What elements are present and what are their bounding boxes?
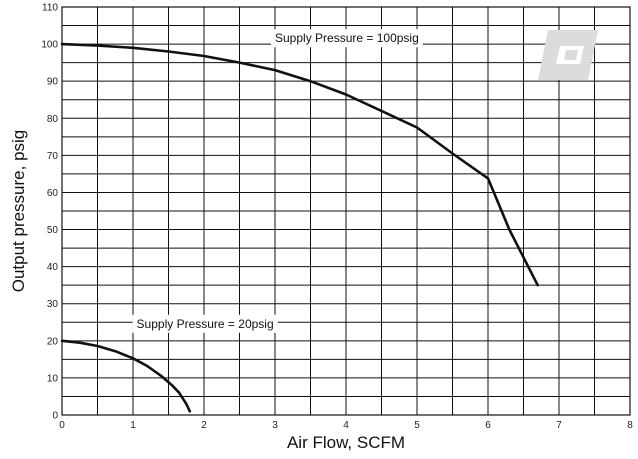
series-lines [60, 42, 539, 413]
y-tick-label: 0 [52, 411, 58, 422]
y-tick-label: 60 [47, 188, 59, 199]
annotation-2: Supply Pressure = 20psig [132, 314, 278, 333]
x-tick-labels: 0 1 2 3 4 5 6 7 8 [59, 420, 633, 431]
y-tick-label: 70 [47, 151, 59, 162]
y-tick-label: 20 [47, 336, 59, 347]
plot-frame [61, 6, 631, 416]
x-tick-label: 0 [59, 420, 65, 431]
series-line-1 [60, 42, 539, 287]
x-tick-label: 1 [130, 420, 136, 431]
y-tick-label: 110 [42, 3, 58, 14]
x-axis-title: Air Flow, SCFM [287, 433, 405, 452]
series-line-2 [60, 339, 192, 413]
x-tick-label: 8 [627, 420, 633, 431]
annotation-background [271, 29, 423, 48]
x-tick-label: 7 [556, 420, 562, 431]
y-tick-label: 50 [47, 225, 59, 236]
y-tick-label: 90 [47, 77, 59, 88]
y-tick-label: 10 [47, 373, 59, 384]
x-tick-label: 5 [414, 420, 420, 431]
brand-logo-icon [538, 30, 598, 80]
y-tick-labels: 0 10 20 30 40 50 60 70 80 90 100 110 [41, 3, 58, 422]
x-tick-label: 2 [201, 420, 207, 431]
annotations: Supply Pressure = 100psig Supply Pressure… [132, 29, 423, 333]
y-tick-label: 40 [47, 262, 59, 273]
y-axis-title: Output pressure, psig [9, 130, 28, 293]
y-tick-label: 80 [47, 114, 59, 125]
annotation-background [132, 314, 278, 333]
annotation-1: Supply Pressure = 100psig [271, 29, 423, 48]
x-tick-label: 6 [485, 420, 491, 431]
annotation-label: Supply Pressure = 100psig [275, 31, 419, 45]
y-tick-label: 100 [41, 40, 58, 51]
annotation-label: Supply Pressure = 20psig [137, 317, 274, 331]
y-tick-label: 30 [47, 299, 59, 310]
x-tick-label: 4 [343, 420, 349, 431]
x-tick-label: 3 [272, 420, 278, 431]
